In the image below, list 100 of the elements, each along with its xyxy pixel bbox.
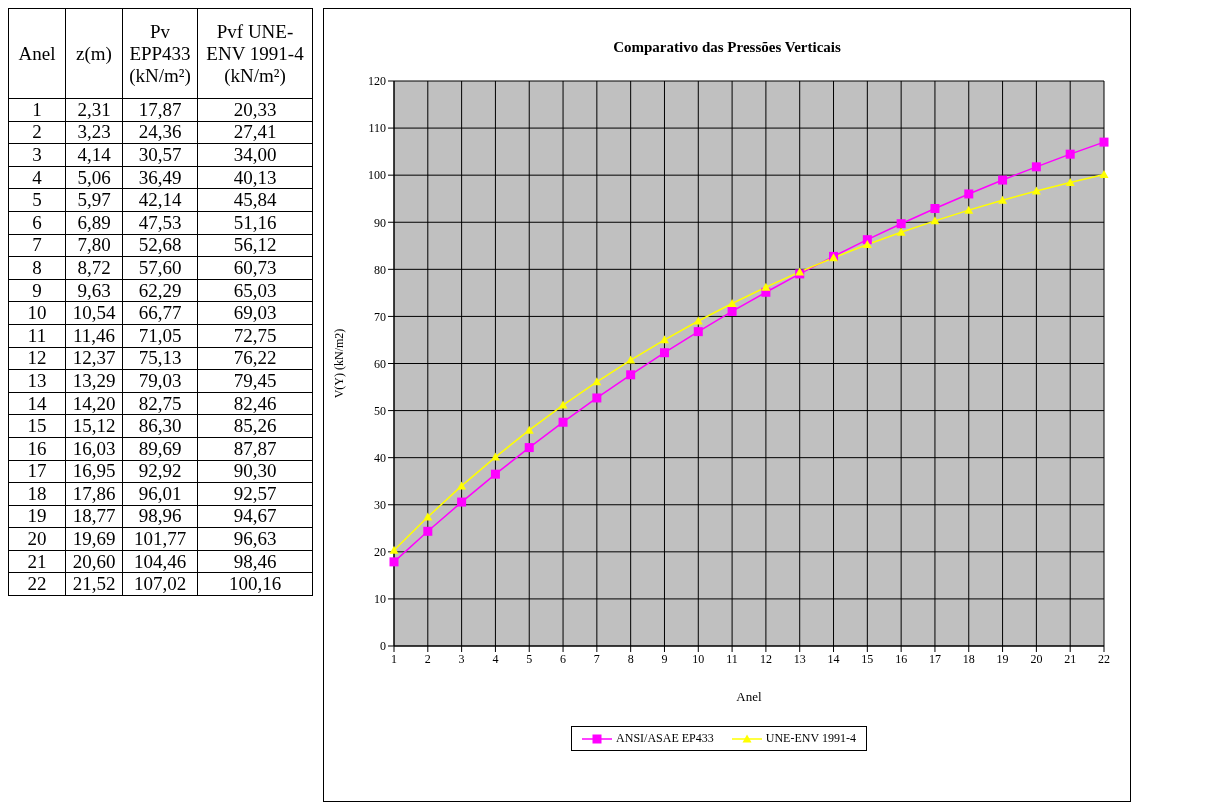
text: 86,30 <box>122 414 198 438</box>
category-label: 18 <box>27 482 47 504</box>
y-tick-label: 60 <box>374 356 386 371</box>
text: 62,29 <box>122 279 198 302</box>
text: 3,23 <box>65 121 123 144</box>
text: Pv EPP433 (kN/m²) <box>122 8 198 99</box>
text: 72,75 <box>197 324 313 348</box>
category-label: 20 <box>27 528 47 550</box>
y-tick-label: 0 <box>380 639 386 654</box>
y-tick-label: 90 <box>374 215 386 230</box>
category-label: 8 <box>32 256 42 278</box>
category-label: 14 <box>27 392 47 414</box>
text: 12,37 <box>65 347 123 370</box>
text: 4,14 <box>65 143 123 167</box>
text: 96,63 <box>197 527 313 551</box>
text: 24,36 <box>122 121 198 144</box>
text: 16,95 <box>65 460 123 483</box>
text: 104,46 <box>122 550 198 573</box>
y-tick-label: 100 <box>368 168 386 183</box>
text: 107,02 <box>122 572 198 596</box>
category-label: 7 <box>32 234 42 256</box>
text: 19,69 <box>65 527 123 551</box>
text: 14,20 <box>65 392 123 415</box>
x-tick-label: 12 <box>759 651 772 666</box>
text: 20,33 <box>197 98 313 122</box>
text: 66,77 <box>122 301 198 325</box>
category-label: 2 <box>32 121 42 143</box>
x-tick-label: 3 <box>458 651 465 666</box>
x-tick-label: 16 <box>895 651 908 666</box>
x-tick-label: 15 <box>861 651 874 666</box>
category-label: 19 <box>27 505 47 527</box>
text: 34,00 <box>197 143 313 167</box>
x-tick-label: 1 <box>391 651 397 666</box>
text: 90,30 <box>197 460 313 483</box>
category-label: 6 <box>32 211 42 233</box>
text: 27,41 <box>197 121 313 144</box>
text: 5,97 <box>65 188 123 212</box>
text: 16,03 <box>65 437 123 460</box>
text: 89,69 <box>122 437 198 460</box>
y-tick-label: 10 <box>374 592 386 607</box>
text: 82,75 <box>122 392 198 415</box>
text: 94,67 <box>197 505 313 528</box>
text: 10,54 <box>65 301 123 325</box>
text: 76,22 <box>197 347 313 370</box>
text: 75,13 <box>122 347 198 370</box>
text: 65,03 <box>197 279 313 302</box>
text: 79,03 <box>122 369 198 393</box>
y-tick-label: 80 <box>374 262 386 277</box>
x-tick-label: 5 <box>526 651 533 666</box>
category-label: 3 <box>32 143 42 165</box>
text: 57,60 <box>122 256 198 280</box>
x-tick-label: 19 <box>996 651 1009 666</box>
x-tick-label: 2 <box>424 651 431 666</box>
text: 11,46 <box>65 324 123 348</box>
text: 56,12 <box>197 234 313 257</box>
text: 92,92 <box>122 460 198 483</box>
text: 96,01 <box>122 482 198 506</box>
text: 8,72 <box>65 256 123 280</box>
text: 87,87 <box>197 437 313 460</box>
x-tick-label: 20 <box>1030 651 1043 666</box>
text: 98,46 <box>197 550 313 573</box>
y-tick-label: 120 <box>368 74 386 89</box>
text: 100,16 <box>197 572 313 596</box>
text: 79,45 <box>197 369 313 393</box>
x-tick-label: 9 <box>661 651 668 666</box>
text: 92,57 <box>197 482 313 506</box>
y-axis-title: V(Y) (kN/m2) <box>332 328 347 399</box>
x-tick-label: 18 <box>962 651 975 666</box>
text: z(m) <box>65 8 123 99</box>
y-tick-label: 30 <box>374 498 386 513</box>
text: 7,80 <box>65 234 123 257</box>
text: 30,57 <box>122 143 198 167</box>
text: 20,60 <box>65 550 123 573</box>
legend-label: UNE-ENV 1991-4 <box>764 731 856 746</box>
text: 42,14 <box>122 188 198 212</box>
x-tick-label: 14 <box>827 651 840 666</box>
text: 5,06 <box>65 166 123 189</box>
x-tick-label: 22 <box>1098 651 1110 666</box>
text: 17,87 <box>122 98 198 122</box>
text: 17,86 <box>65 482 123 506</box>
category-label: 13 <box>27 369 47 391</box>
text: 18,77 <box>65 505 123 528</box>
text: Anel <box>18 42 56 64</box>
text: 98,96 <box>122 505 198 528</box>
text: 101,77 <box>122 527 198 551</box>
y-tick-label: 40 <box>374 450 386 465</box>
category-label: 17 <box>27 460 47 482</box>
legend-label: ANSI/ASAE EP433 <box>615 731 714 746</box>
category-label: 11 <box>27 324 47 346</box>
text: 51,16 <box>197 211 313 235</box>
y-tick-label: 20 <box>374 545 386 560</box>
category-label: 9 <box>32 279 42 301</box>
text: 52,68 <box>122 234 198 257</box>
text: 82,46 <box>197 392 313 415</box>
text: Pvf UNE-ENV 1991-4 (kN/m²) <box>197 8 313 99</box>
x-tick-label: 17 <box>928 651 941 666</box>
text: 40,13 <box>197 166 313 189</box>
y-tick-label: 50 <box>374 403 386 418</box>
chart-title: Comparativo das Pressões Verticais <box>612 39 842 56</box>
category-label: 21 <box>27 550 47 572</box>
